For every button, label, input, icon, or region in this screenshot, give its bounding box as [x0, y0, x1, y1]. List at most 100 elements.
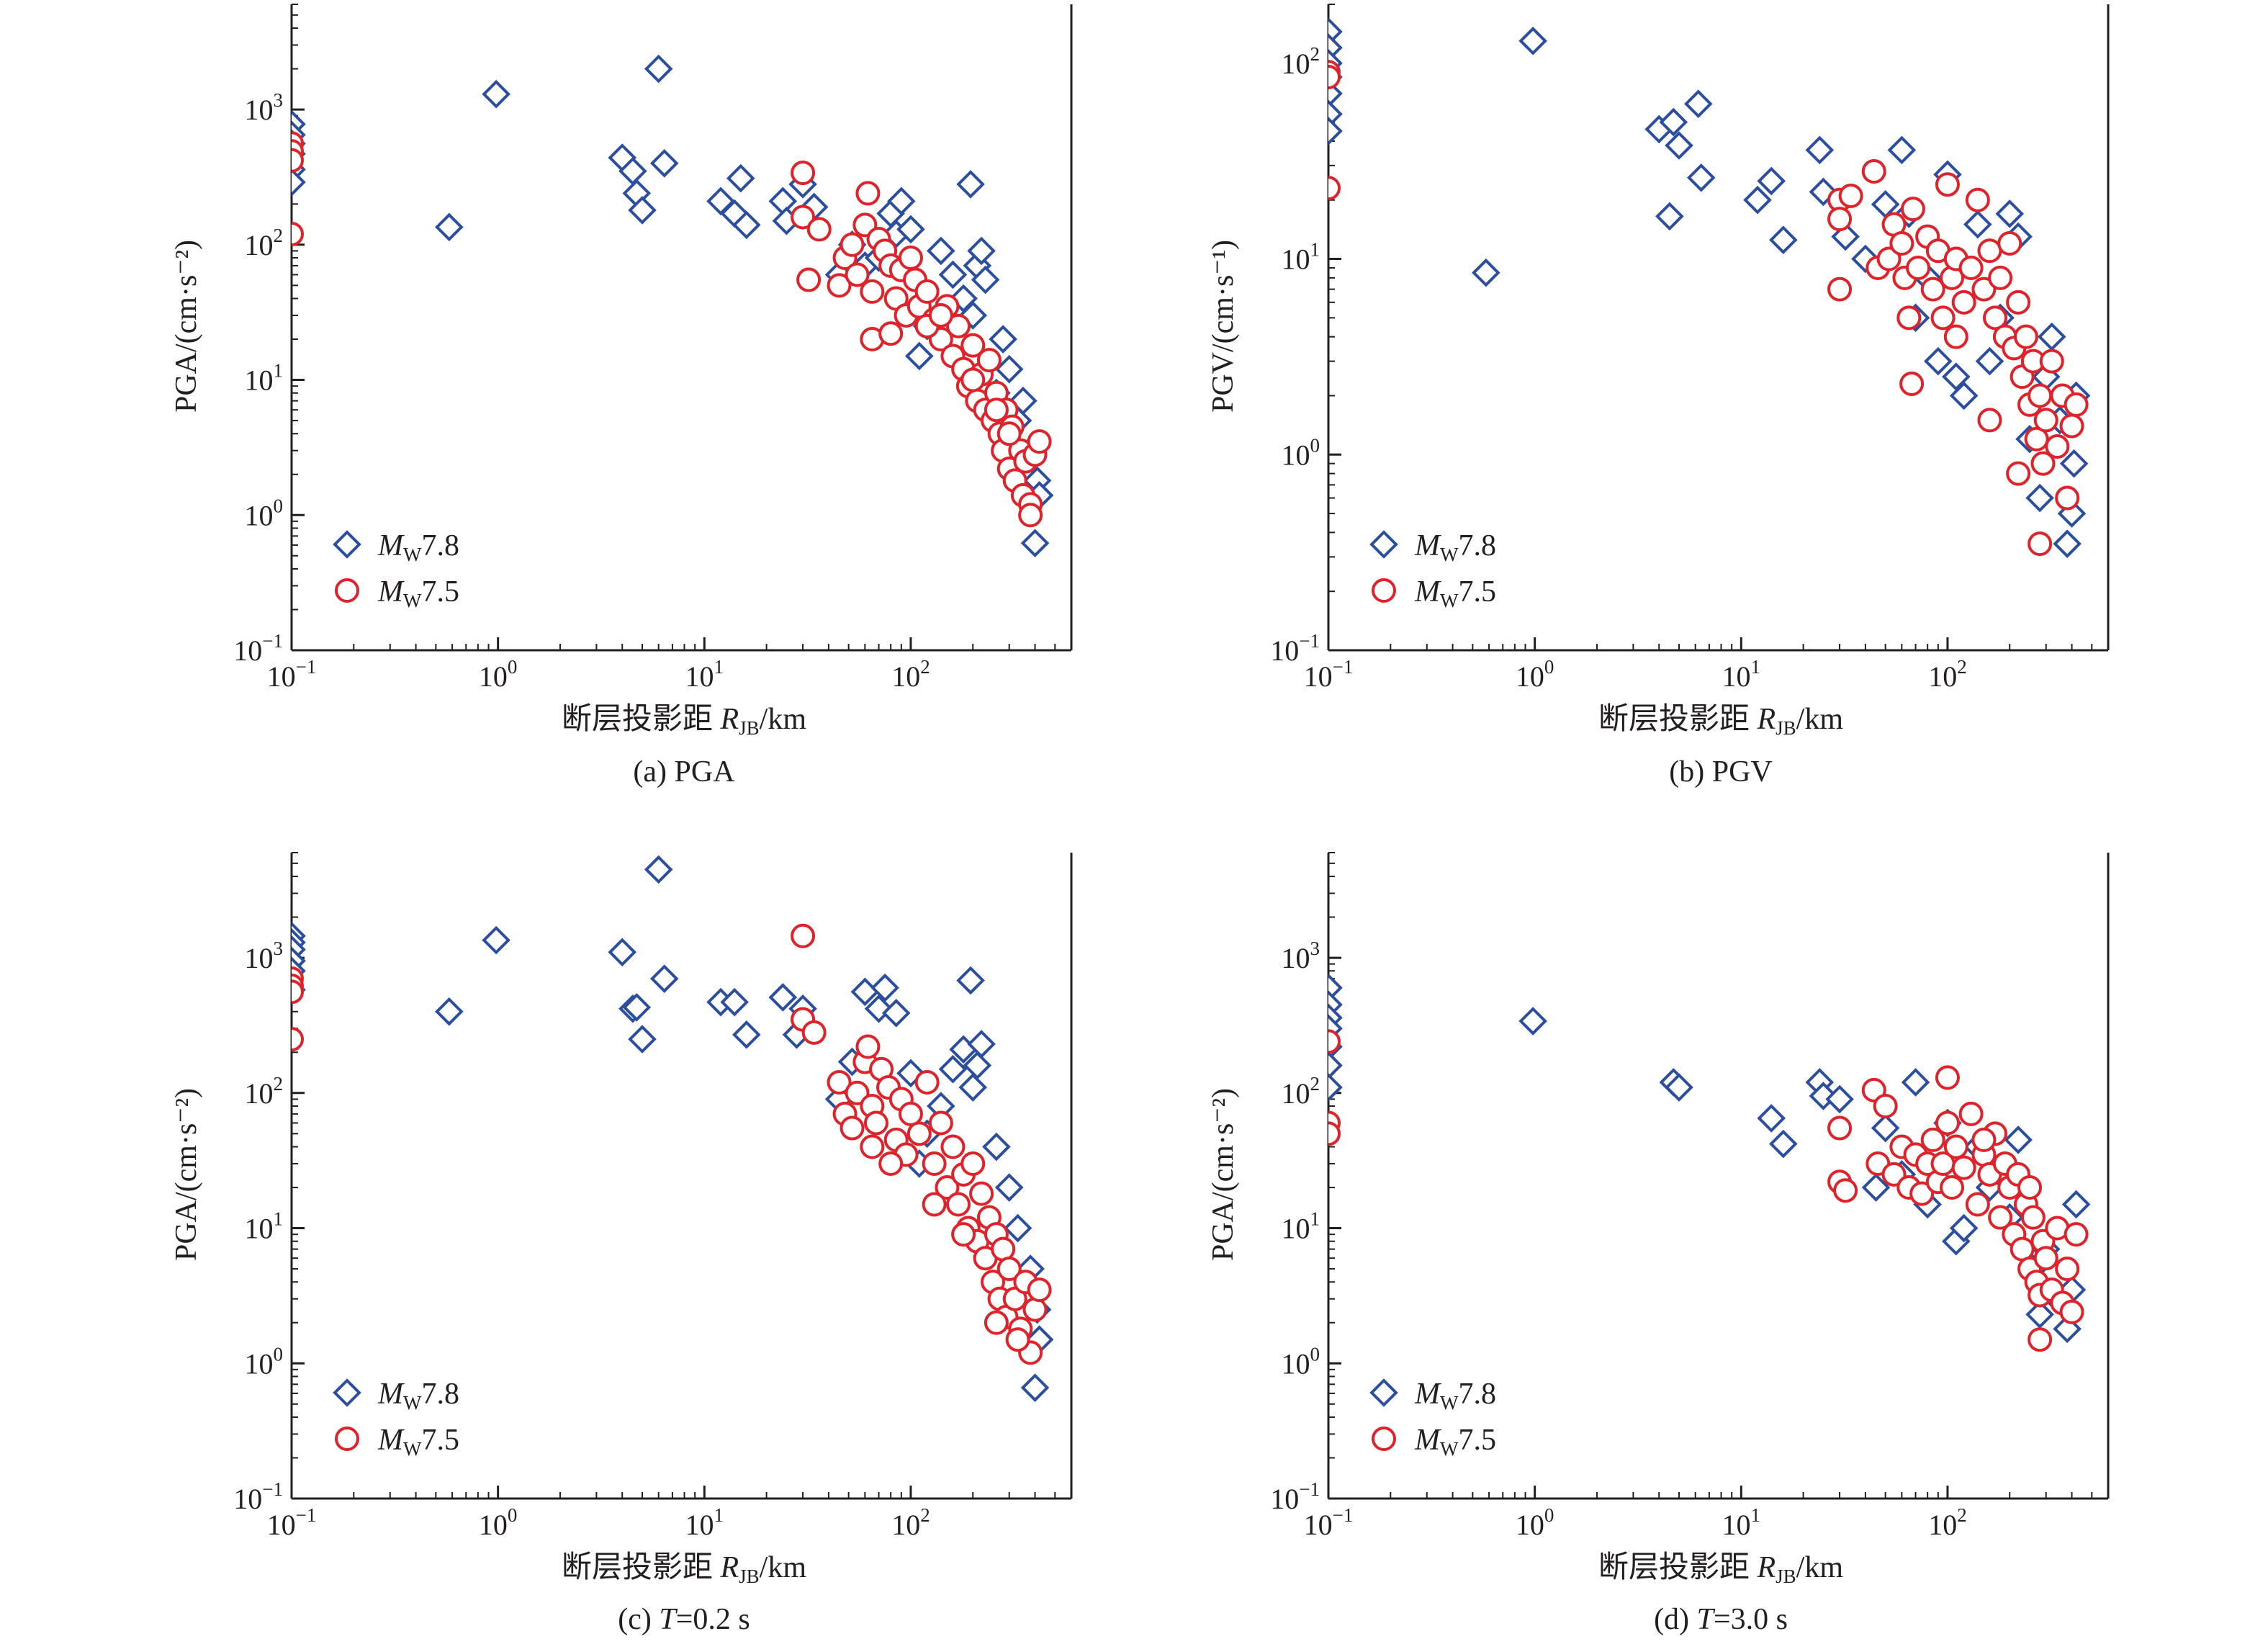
data-point-mw75 [292, 221, 304, 246]
panel-b-points [1328, 17, 2091, 558]
y-tick-label: 103 [1282, 938, 1320, 974]
data-point-mw75 [2039, 349, 2064, 374]
data-point-mw75 [1935, 172, 1960, 197]
data-point-mw75 [940, 1134, 966, 1159]
data-point-mw75 [2028, 383, 2053, 408]
data-point-mw75 [1900, 197, 1925, 222]
data-point-mw75 [1838, 183, 1863, 208]
panel-a-caption: (a) PGA [633, 755, 735, 789]
data-point-mw75 [840, 232, 865, 257]
data-point-mw78 [938, 1054, 968, 1084]
data-point-mw75 [946, 313, 971, 338]
x-tick-label: 101 [1722, 656, 1761, 693]
y-tick-label: 101 [1282, 239, 1320, 276]
data-point-mw75 [855, 181, 881, 206]
data-point-mw78 [732, 1020, 761, 1049]
panel-a-ylabel: PGA/(cm·s⁻²) [170, 240, 203, 413]
data-point-mw78 [649, 148, 679, 178]
data-point-mw78 [1887, 135, 1917, 165]
data-point-mw75 [1909, 1181, 1935, 1206]
data-point-mw75 [2064, 1222, 2089, 1247]
panel-d-ylabel: PGA/(cm·s⁻²) [1207, 1088, 1240, 1261]
x-tick-label: 101 [1722, 1504, 1761, 1541]
data-point-mw75 [1899, 371, 1925, 396]
data-point-mw78 [2025, 483, 2054, 513]
data-point-mw75 [1920, 277, 1945, 302]
data-point-mw78 [1328, 1051, 1343, 1080]
panel-c-xlabel: 断层投影距 RJB/km [562, 1551, 806, 1587]
data-point-mw75 [2059, 413, 2084, 439]
data-point-mw78 [1871, 1113, 1900, 1143]
y-tick-label: 103 [245, 89, 284, 126]
data-point-mw75 [2033, 1246, 2058, 1271]
data-point-mw78 [1825, 1084, 1854, 1114]
panel-a-xlabel: 断层投影距 RJB/km [562, 703, 806, 739]
data-point-mw75 [1328, 1029, 1341, 1054]
data-point-mw78 [1655, 202, 1684, 231]
data-point-mw78 [2025, 1300, 2054, 1329]
x-tick-label: 10−1 [267, 1504, 317, 1541]
data-point-mw75 [2055, 1257, 2080, 1282]
data-point-mw75 [1896, 305, 1922, 331]
legend-circle-marker [1372, 578, 1396, 603]
data-point-mw75 [1997, 231, 2022, 256]
data-point-mw78 [622, 993, 652, 1022]
data-point-mw75 [827, 273, 852, 298]
data-point-mw75 [1935, 1110, 1960, 1136]
panel-c-points [292, 855, 1054, 1402]
data-point-mw78 [1949, 1213, 1979, 1243]
y-tick-label: 101 [1282, 1208, 1320, 1245]
data-point-mw78 [850, 977, 880, 1007]
x-tick-label: 10−1 [267, 656, 317, 693]
data-point-mw75 [2024, 426, 2049, 452]
data-point-mw75 [2059, 1299, 2084, 1324]
data-point-mw78 [1328, 17, 1343, 46]
data-point-mw78 [482, 925, 510, 955]
data-point-mw75 [960, 333, 986, 358]
data-point-mw75 [292, 979, 304, 1005]
y-tick-label: 100 [245, 495, 284, 531]
data-point-mw75 [2030, 451, 2056, 476]
data-point-mw78 [1328, 117, 1343, 145]
data-point-mw75 [1930, 305, 1956, 331]
data-point-mw75 [845, 262, 870, 287]
data-point-mw78 [887, 187, 916, 216]
data-point-mw78 [956, 170, 985, 199]
data-point-mw78 [905, 341, 934, 371]
data-point-mw75 [1328, 176, 1341, 201]
data-point-mw75 [1827, 277, 1853, 302]
data-point-mw75 [2028, 1327, 2053, 1352]
data-point-mw75 [928, 302, 953, 328]
legend-diamond-marker [1369, 1378, 1398, 1407]
data-point-mw75 [860, 1134, 885, 1159]
data-point-mw78 [1901, 1068, 1930, 1097]
data-point-mw75 [1027, 429, 1052, 454]
data-point-mw78 [1963, 210, 1992, 239]
panel-b-ylabel: PGV/(cm·s⁻¹) [1207, 240, 1240, 413]
data-point-mw75 [1977, 238, 2002, 264]
data-point-mw75 [1328, 1121, 1341, 1146]
data-point-mw78 [482, 79, 510, 109]
legend-diamond-marker [333, 1378, 361, 1407]
panel-b-legend: MW7.8 MW7.5 [1369, 529, 1496, 611]
data-point-mw78 [1518, 1007, 1547, 1036]
data-point-mw78 [994, 1173, 1024, 1202]
data-point-mw75 [1328, 64, 1341, 89]
data-point-mw78 [1995, 199, 2025, 228]
data-point-mw78 [644, 855, 673, 884]
data-point-mw78 [2004, 1126, 2033, 1154]
x-tick-label: 102 [1928, 1504, 1967, 1541]
data-point-mw75 [1983, 305, 2008, 331]
data-point-mw75 [898, 246, 923, 271]
data-point-mw75 [1833, 1178, 1858, 1203]
data-point-mw78 [2059, 449, 2089, 478]
data-point-mw78 [2053, 529, 2082, 558]
x-tick-label: 100 [1516, 656, 1554, 693]
data-point-mw75 [2055, 485, 2080, 511]
data-point-mw75 [1943, 324, 1968, 349]
data-point-mw75 [878, 1151, 904, 1176]
data-point-mw75 [1827, 1115, 1853, 1141]
data-point-mw75 [2033, 408, 2058, 433]
y-tick-label: 101 [245, 360, 284, 397]
